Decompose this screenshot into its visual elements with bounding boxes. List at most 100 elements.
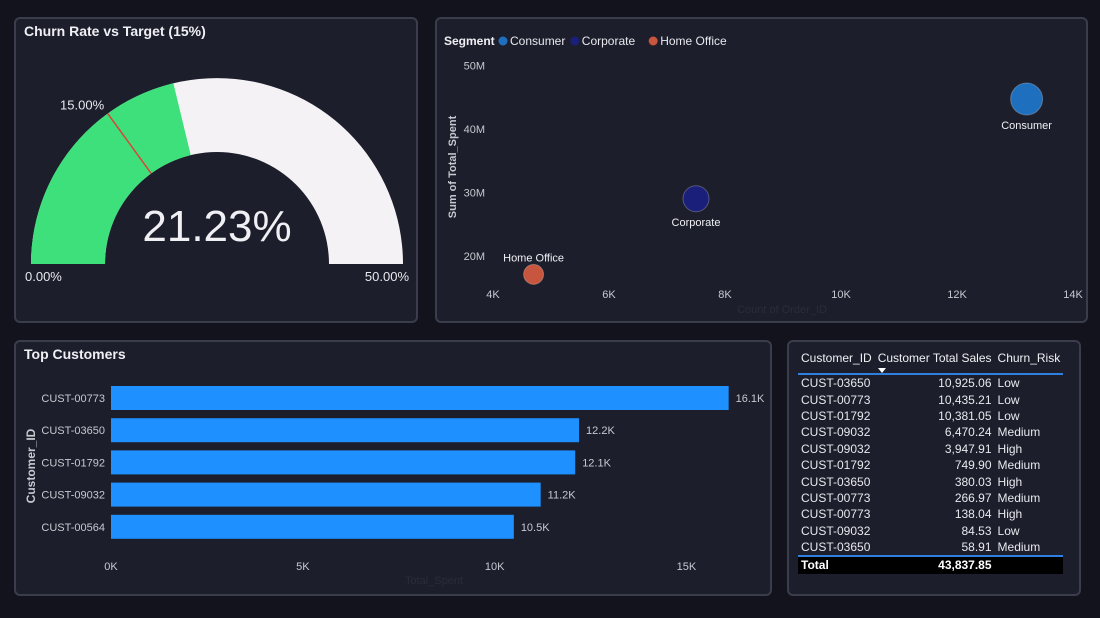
x-tick-label: 12K (947, 289, 967, 301)
bar-x-tick-label: 0K (104, 561, 118, 573)
header-customer-total-sales-label: Customer Total Sales (877, 351, 992, 365)
table-header-row: Customer_ID Customer Total Sales Churn_R… (798, 348, 1064, 375)
scatter-x-axis-title: Count of Order_ID (737, 304, 827, 316)
cell-total-sales: 58.91 (961, 540, 992, 555)
scatter-point-label-1: Corporate (672, 217, 721, 229)
bar-x-tick-label: 15K (677, 561, 697, 573)
bar-CUST-03650[interactable] (111, 418, 580, 443)
bar-data-label: 10.5K (521, 522, 550, 534)
scatter-point-label-2: Home Office (503, 252, 564, 264)
cell-total-sales: 6,470.24 (944, 425, 992, 440)
sort-descending-icon (877, 368, 886, 373)
table-row[interactable]: CUST-01792 749.90 Medium (798, 457, 1063, 473)
table-row[interactable]: CUST-03650 10,925.06 Low (798, 374, 1063, 391)
table-row[interactable]: CUST-09032 3,947.91 High (798, 441, 1063, 457)
scatter-panel: Segment Consumer Corporate Home Office 20M… (435, 17, 1088, 323)
bar-CUST-00564[interactable] (111, 514, 514, 539)
bar-x-tick-label: 5K (296, 561, 310, 573)
segment-scatter-chart: Segment Consumer Corporate Home Office 20M… (444, 34, 1083, 316)
cell-total-sales: 749.90 (954, 458, 992, 473)
y-tick-label: 30M (464, 187, 485, 199)
cell-churn-risk: Medium (997, 490, 1041, 505)
header-customer-id[interactable]: Customer_ID (798, 348, 875, 375)
scatter-point-1[interactable] (682, 185, 710, 213)
cell-total-sales: 10,381.05 (938, 408, 992, 423)
cell-customer-id: CUST-00773 (801, 490, 871, 505)
scatter-point-0[interactable] (1010, 82, 1044, 116)
cell-churn-risk: High (997, 474, 1023, 489)
legend-label-1[interactable]: Corporate (582, 34, 636, 48)
top-customers-bar-chart: Customer_ID Total_Spent CUST-00773 16.1K C… (24, 386, 765, 587)
cell-total-sales: 10,435.21 (938, 392, 992, 407)
legend-label-2[interactable]: Home Office (660, 34, 727, 48)
gauge-panel: Churn Rate vs Target (15%) 21.23% 15.00%… (14, 17, 418, 323)
bar-data-label: 12.1K (582, 457, 611, 469)
cell-churn-risk: Low (997, 408, 1020, 423)
cell-churn-risk: High (997, 441, 1023, 456)
bar-category-label: CUST-00773 (41, 393, 105, 405)
top-customers-title: Top Customers (24, 346, 126, 362)
cell-total-sales: 138.04 (954, 507, 992, 522)
scatter-x-axis: 4K 6K 8K 10K 12K 14K (486, 289, 1083, 301)
cell-total-sales: 266.97 (954, 490, 992, 505)
bar-data-label: 16.1K (736, 393, 765, 405)
cell-total-sales: 84.53 (961, 523, 992, 538)
cell-churn-risk: Low (997, 392, 1020, 407)
gauge-target-marker (107, 113, 152, 174)
table-body: CUST-03650 10,925.06 Low CUST-00773 10,435.2… (798, 374, 1063, 556)
x-tick-label: 10K (831, 289, 851, 301)
cell-total-sales: 380.03 (954, 474, 992, 489)
y-tick-label: 20M (464, 251, 485, 263)
cell-customer-id: CUST-01792 (801, 458, 871, 473)
header-churn-risk[interactable]: Churn_Risk (994, 348, 1064, 375)
cell-customer-id: CUST-09032 (801, 441, 871, 456)
legend-label-0[interactable]: Consumer (510, 34, 565, 48)
table-row[interactable]: CUST-00773 266.97 Medium (798, 490, 1063, 506)
header-customer-total-sales[interactable]: Customer Total Sales (874, 348, 995, 375)
legend-marker-1 (570, 36, 580, 46)
customer-sales-table: Customer_ID Customer Total Sales Churn_R… (798, 348, 1064, 574)
table-row[interactable]: CUST-00773 138.04 High (798, 506, 1063, 522)
scatter-y-axis: 20M 30M 40M 50M (464, 60, 485, 263)
gauge-max-label: 50.00% (365, 269, 410, 284)
cell-customer-id: CUST-00773 (801, 507, 871, 522)
table-row[interactable]: CUST-03650 58.91 Medium (798, 539, 1063, 556)
cell-customer-id: CUST-03650 (801, 540, 871, 555)
bar-data-label: 12.2K (586, 425, 615, 437)
bar-CUST-00773[interactable] (111, 386, 729, 410)
y-tick-label: 50M (464, 60, 485, 72)
scatter-legend: Consumer Corporate Home Office (498, 34, 727, 48)
top-customers-panel: Top Customers Customer_ID Total_Spent CU… (14, 340, 772, 596)
bar-category-label: CUST-01792 (41, 457, 105, 469)
y-tick-label: 40M (464, 124, 485, 136)
bar-x-axis-title: Total_Spent (405, 575, 463, 587)
x-tick-label: 4K (486, 289, 500, 301)
bar-y-axis-title: Customer_ID (24, 428, 38, 503)
bar-category-label: CUST-00564 (41, 522, 105, 534)
cell-total-sales: 3,947.91 (944, 441, 992, 456)
table-row[interactable]: CUST-09032 84.53 Low (798, 523, 1063, 539)
table-row[interactable]: CUST-09032 6,470.24 Medium (798, 424, 1063, 440)
cell-churn-risk: Low (997, 523, 1020, 538)
gauge-target-label: 15.00% (60, 98, 105, 113)
churn-gauge: 21.23% 15.00% 0.00% 50.00% (25, 78, 410, 284)
table-row[interactable]: CUST-03650 380.03 High (798, 473, 1063, 489)
gauge-value: 21.23% (142, 202, 291, 251)
table-row[interactable]: CUST-00773 10,435.21 Low (798, 391, 1063, 407)
scatter-point-2[interactable] (523, 263, 545, 285)
gauge-fill[interactable] (31, 83, 191, 264)
cell-customer-id: CUST-03650 (801, 474, 871, 489)
table-row[interactable]: CUST-01792 10,381.05 Low (798, 408, 1063, 424)
bar-CUST-09032[interactable] (111, 482, 541, 507)
bar-marks: CUST-00773 16.1K CUST-03650 12.2K CUST-01792… (41, 386, 765, 539)
cell-customer-id: CUST-03650 (801, 376, 871, 391)
scatter-points: Consumer Corporate Home Office (503, 82, 1052, 285)
legend-marker-2 (648, 36, 658, 46)
cell-churn-risk: High (997, 507, 1023, 522)
bar-CUST-01792[interactable] (111, 450, 576, 475)
gauge-title: Churn Rate vs Target (15%) (24, 23, 206, 39)
total-value: 43,837.85 (874, 555, 995, 574)
total-empty-cell (994, 555, 1064, 574)
total-label: Total (798, 555, 875, 574)
bar-data-label: 11.2K (548, 490, 577, 502)
